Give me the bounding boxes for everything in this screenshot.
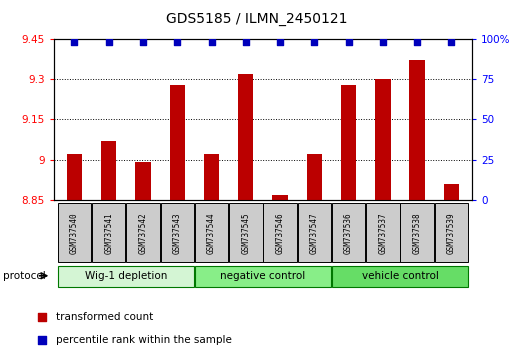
Bar	[101, 141, 116, 200]
Bar	[126, 203, 160, 263]
Point	[276, 39, 284, 45]
Bar	[307, 154, 322, 200]
Text: protocol: protocol	[3, 271, 45, 281]
Bar	[195, 266, 331, 287]
Text: GSM737546: GSM737546	[275, 212, 285, 253]
Bar	[341, 85, 357, 200]
Bar	[195, 203, 228, 263]
Bar	[366, 203, 400, 263]
Point	[207, 39, 215, 45]
Text: transformed count: transformed count	[56, 312, 153, 322]
Bar	[135, 162, 151, 200]
Point	[345, 39, 353, 45]
Bar	[67, 154, 82, 200]
Point	[242, 39, 250, 45]
Point	[363, 233, 371, 238]
Bar	[409, 61, 425, 200]
Point	[379, 39, 387, 45]
Text: GSM737542: GSM737542	[139, 212, 147, 253]
Point	[310, 39, 319, 45]
Bar	[57, 203, 91, 263]
Bar	[238, 74, 253, 200]
Text: GSM737541: GSM737541	[104, 212, 113, 253]
Point	[70, 39, 78, 45]
Point	[363, 23, 371, 29]
Text: GSM737536: GSM737536	[344, 212, 353, 253]
Text: GDS5185 / ILMN_2450121: GDS5185 / ILMN_2450121	[166, 12, 347, 27]
Bar	[272, 195, 288, 200]
Bar	[204, 154, 219, 200]
Text: GSM737545: GSM737545	[241, 212, 250, 253]
Text: GSM737539: GSM737539	[447, 212, 456, 253]
Point	[173, 39, 181, 45]
Text: vehicle control: vehicle control	[362, 272, 439, 281]
Bar	[169, 85, 185, 200]
Text: GSM737547: GSM737547	[310, 212, 319, 253]
Bar	[401, 203, 434, 263]
Text: Wig-1 depletion: Wig-1 depletion	[85, 272, 167, 281]
Bar	[444, 184, 459, 200]
Bar	[375, 79, 390, 200]
Bar	[332, 266, 468, 287]
Point	[447, 39, 456, 45]
Text: percentile rank within the sample: percentile rank within the sample	[56, 335, 232, 346]
Bar	[161, 203, 194, 263]
Bar	[435, 203, 468, 263]
Bar	[229, 203, 263, 263]
Bar	[298, 203, 331, 263]
Text: negative control: negative control	[220, 272, 306, 281]
Bar	[332, 203, 365, 263]
Bar	[57, 266, 194, 287]
Point	[139, 39, 147, 45]
Text: GSM737540: GSM737540	[70, 212, 79, 253]
Text: GSM737544: GSM737544	[207, 212, 216, 253]
Point	[105, 39, 113, 45]
Point	[413, 39, 421, 45]
Bar	[92, 203, 125, 263]
Text: GSM737543: GSM737543	[173, 212, 182, 253]
Text: GSM737538: GSM737538	[412, 212, 422, 253]
Bar	[263, 203, 297, 263]
Text: GSM737537: GSM737537	[379, 212, 387, 253]
